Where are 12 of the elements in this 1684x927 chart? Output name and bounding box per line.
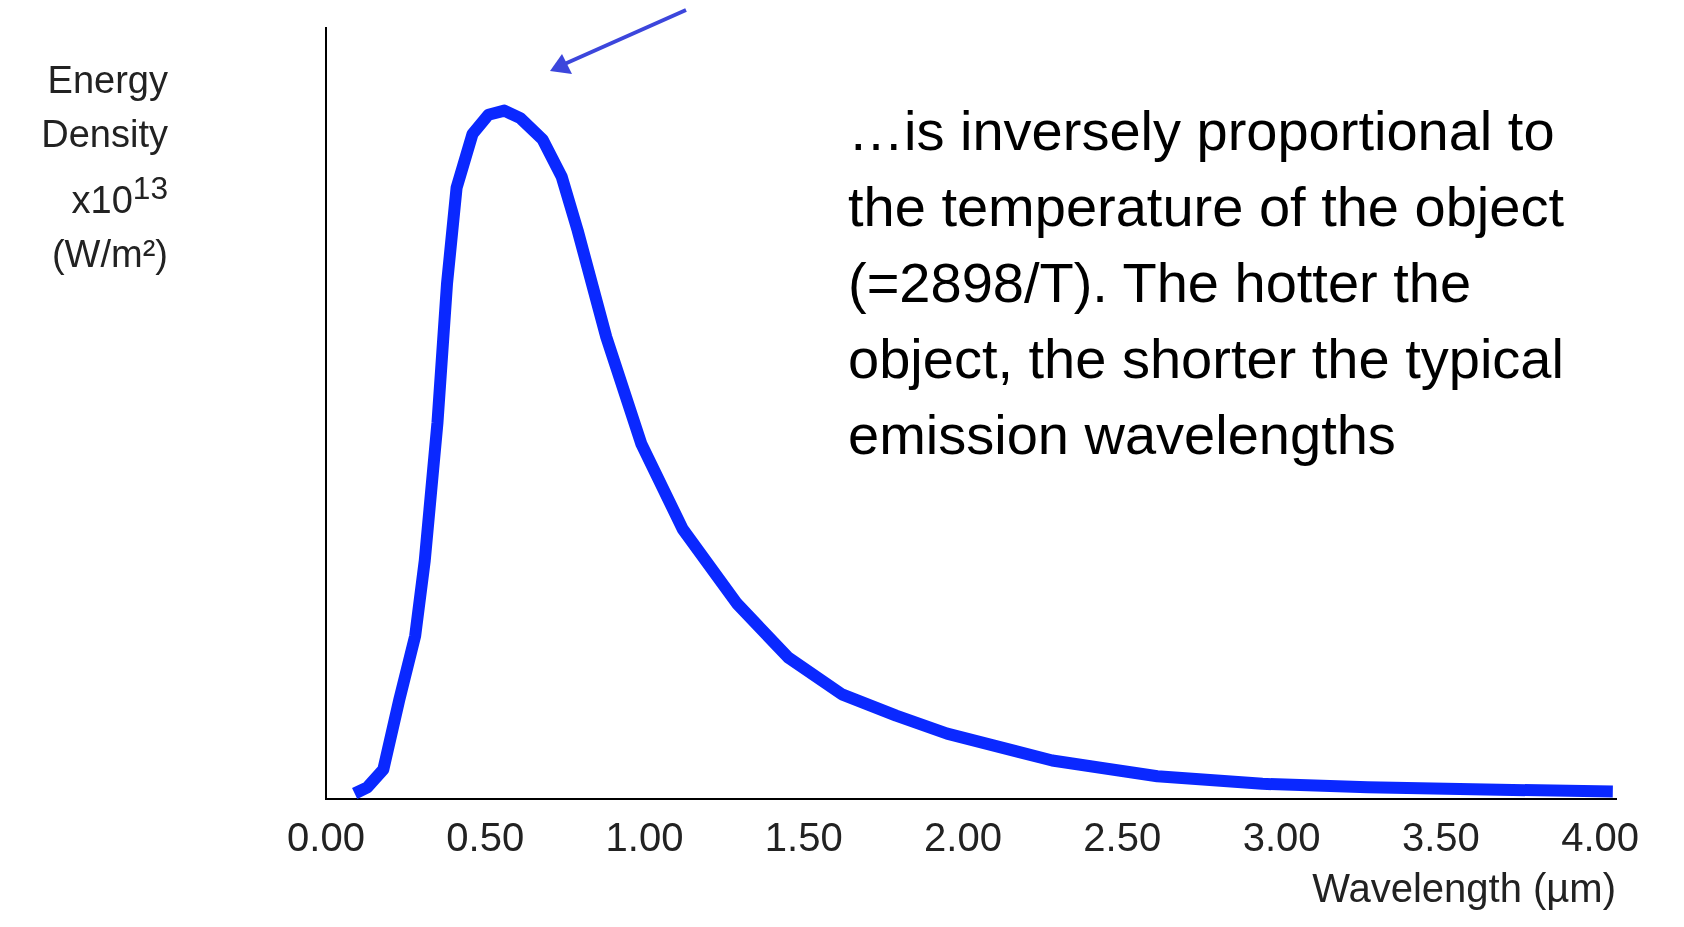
annotation: …is inversely proportional to the temperature of the object (=2898/T). The hotter the object, the shorter the typical emission wavelengths — [848, 98, 1565, 468]
x-tick-label: 3.50 — [1401, 815, 1480, 860]
x-tick-label: 1.50 — [764, 815, 843, 860]
x-tick-label: 2.00 — [924, 815, 1002, 860]
x-tick-label: 2.50 — [1083, 815, 1162, 860]
x-tick-label: 0.50 — [446, 815, 525, 860]
x-tick-label: 1.00 — [605, 815, 684, 860]
x-tick-label: 0.00 — [287, 815, 365, 860]
y-axis-title: Energy Density x10$^{13}$ (W/m²) — [40, 58, 168, 277]
x-tick-label: 3.00 — [1242, 815, 1321, 860]
x-axis-title: Wavelength (µm) — [1312, 866, 1616, 911]
x-tick-label: 4.00 — [1561, 815, 1639, 860]
